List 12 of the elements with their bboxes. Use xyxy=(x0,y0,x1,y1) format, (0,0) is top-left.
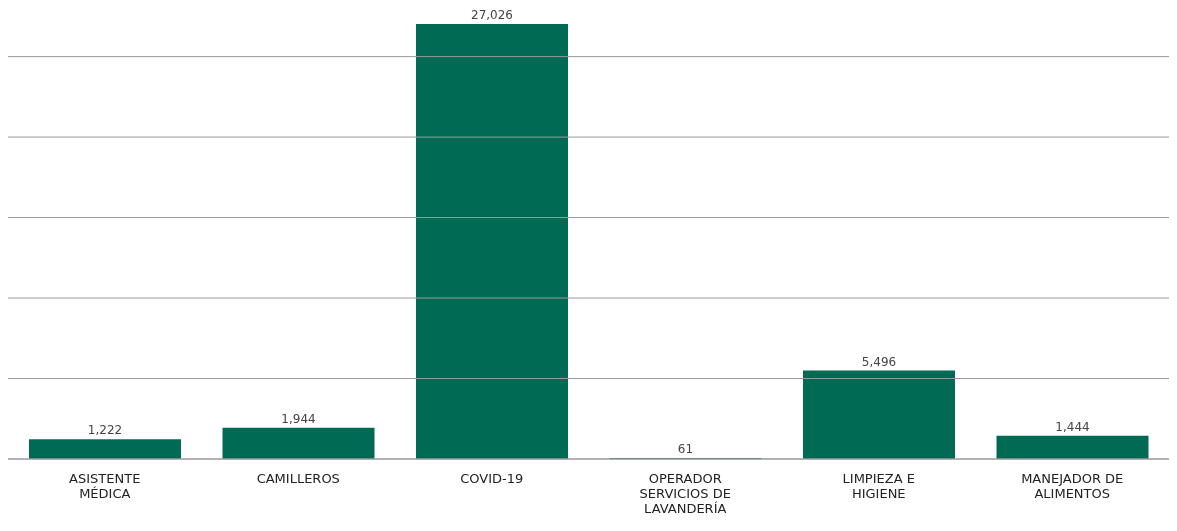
data-label: 1,444 xyxy=(1055,419,1090,434)
x-tick-label: ASISTENTE MÉDICA xyxy=(69,471,141,501)
data-label: 5,496 xyxy=(861,354,897,369)
data-label: 1,222 xyxy=(87,423,123,438)
x-tick-label: CAMILLEROS xyxy=(256,471,340,486)
x-tick-label: LIMPIEZA E HIGIENE xyxy=(842,471,915,501)
x-tick-label: COVID-19 xyxy=(460,471,524,486)
data-label: 1,944 xyxy=(281,411,316,426)
data-label: 27,026 xyxy=(471,8,513,22)
data-label: 61 xyxy=(677,442,694,457)
x-tick-label: OPERADOR SERVICIOS DE LAVANDERÍA xyxy=(639,471,731,516)
x-tick-label: MANEJADOR DE ALIMENTOS xyxy=(1021,471,1124,501)
